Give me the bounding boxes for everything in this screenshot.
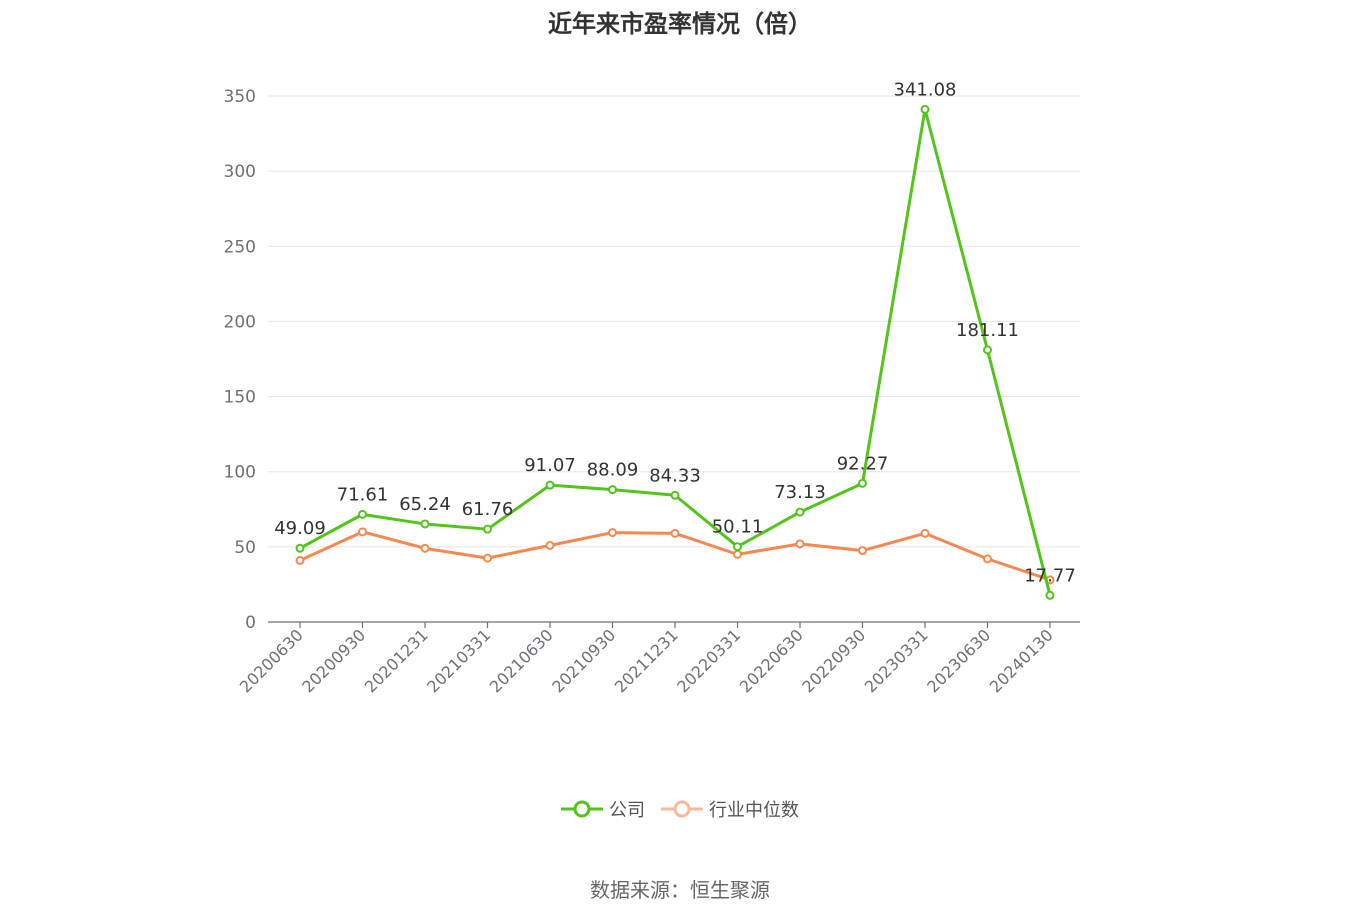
data-point [670,490,680,500]
x-tick-label: 20220630 [736,625,807,696]
x-tick-label: 20240130 [986,625,1057,696]
legend-line-circle-icon [561,800,603,818]
data-label: 17.77 [1024,565,1076,586]
legend-line-circle-icon [661,800,703,818]
data-point [795,539,805,549]
data-label: 61.76 [462,499,514,520]
legend-item[interactable]: 行业中位数 [661,796,799,822]
y-tick-label: 0 [245,613,256,633]
data-point [1045,590,1055,600]
line-chart: 0501001502002503003502020063020200930202… [224,79,1080,696]
x-tick-label: 20230630 [923,625,994,696]
data-label: 88.09 [587,460,639,481]
data-point [983,345,992,355]
data-point [920,528,930,538]
legend-label: 行业中位数 [709,800,799,821]
x-tick-label: 20210630 [486,625,557,696]
data-point [483,553,492,563]
data-point [545,480,555,490]
series-lines [295,104,1055,600]
x-tick-label: 20200630 [236,625,307,696]
data-point [983,554,992,564]
y-tick-label: 300 [224,162,256,182]
data-label: 341.08 [894,79,957,100]
data-label: 92.27 [837,453,889,474]
data-point [295,543,305,553]
series-line [299,530,1051,582]
data-point [733,542,742,552]
series-line [299,107,1052,596]
data-point [608,528,617,538]
data-point [483,524,492,534]
legend: 公司 行业中位数 [0,796,1360,822]
data-point [420,543,430,553]
chart-title: 近年来市盈率情况（倍） [548,10,812,38]
x-tick-label: 20210930 [548,625,619,696]
x-tick-label: 20200930 [298,625,369,696]
x-tick-label: 20210331 [423,625,494,696]
data-label: 91.07 [524,455,576,476]
data-point [858,546,867,556]
data-point [358,527,367,537]
x-tick-label: 20220930 [798,625,869,696]
y-tick-label: 250 [224,237,256,257]
x-tick-label: 20211231 [611,625,682,696]
data-label: 65.24 [399,494,451,515]
data-point [733,549,742,559]
data-point [545,540,555,550]
data-label: 50.11 [712,517,764,538]
data-point [795,507,805,517]
x-tick-label: 20220331 [673,625,744,696]
x-tick-label: 20201231 [361,625,432,696]
data-label: 84.33 [649,465,701,486]
data-label: 49.09 [274,518,326,539]
y-tick-label: 350 [224,87,256,107]
legend-item[interactable]: 公司 [561,796,645,822]
y-tick-label: 200 [224,312,256,332]
data-point [420,519,430,529]
grid-lines [268,95,1080,548]
data-point [295,555,305,565]
x-tick-label: 20230331 [861,625,932,696]
y-tick-label: 50 [234,538,256,558]
data-label: 71.61 [337,484,389,505]
data-source-note: 数据来源：恒生聚源 [590,878,770,902]
y-tick-label: 100 [224,463,256,483]
data-point [858,478,867,488]
data-label: 73.13 [774,482,826,503]
data-point [920,104,930,114]
data-labels: 49.09 71.61 65.24 61.76 91.07 88.09 84.33 50.11… [274,79,1076,586]
data-point [358,509,367,519]
y-tick-label: 150 [224,388,256,408]
axes: 0501001502002503003502020063020200930202… [224,87,1080,696]
legend-label: 公司 [609,800,645,821]
data-point [608,485,617,495]
data-point [670,528,680,538]
data-label: 181.11 [956,320,1019,341]
